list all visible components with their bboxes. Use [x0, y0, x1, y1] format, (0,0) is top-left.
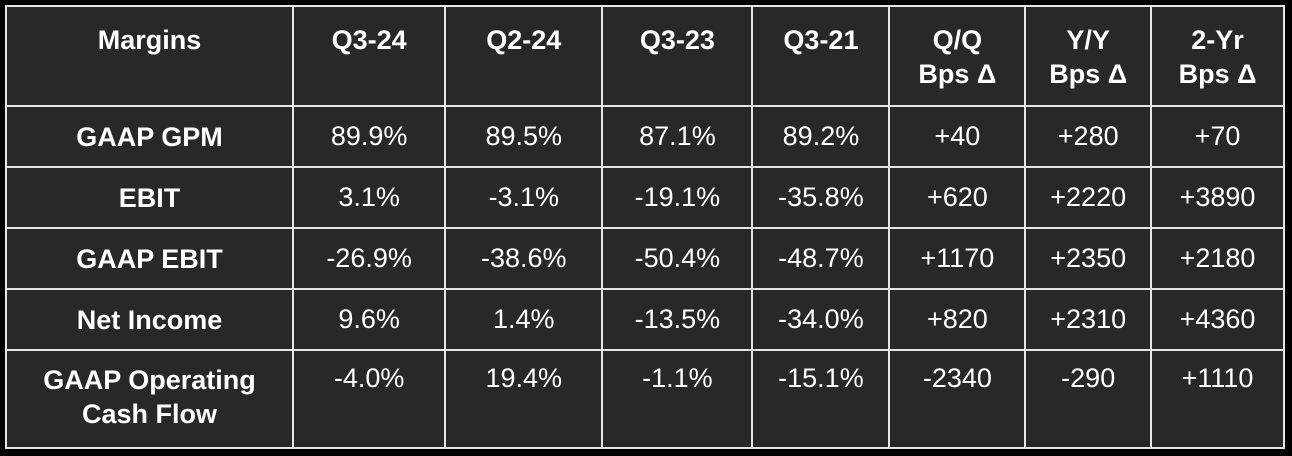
table-cell: -35.8%	[751, 166, 891, 229]
table-cell: +40	[888, 105, 1027, 168]
table-cell: -2340	[888, 349, 1027, 449]
table-cell: 89.5%	[444, 105, 604, 168]
table-cell: -4.0%	[292, 349, 447, 449]
row-label: EBIT	[4, 166, 295, 229]
table-cell: +620	[888, 166, 1027, 229]
table-cell: +4360	[1150, 288, 1285, 351]
header-cell-margins: Margins	[4, 5, 295, 107]
header-cell-qq-bps: Q/Q Bps Δ	[888, 5, 1027, 107]
header-cell-q3-21: Q3-21	[751, 5, 891, 107]
table-cell: -26.9%	[292, 227, 447, 290]
table-row-net-income: Net Income 9.6% 1.4% -13.5% -34.0% +820 …	[4, 288, 1285, 351]
table-cell: -290	[1024, 349, 1153, 449]
margins-table: Margins Q3-24 Q2-24 Q3-23 Q3-21 Q/Q Bps …	[4, 5, 1285, 449]
table-cell: +280	[1024, 105, 1153, 168]
table-cell: +70	[1150, 105, 1285, 168]
table-cell: -13.5%	[601, 288, 754, 351]
table-cell: -1.1%	[601, 349, 754, 449]
table-cell: +2350	[1024, 227, 1153, 290]
row-label: Net Income	[4, 288, 295, 351]
table-cell: +820	[888, 288, 1027, 351]
table-cell: +3890	[1150, 166, 1285, 229]
table-row-gaap-gpm: GAAP GPM 89.9% 89.5% 87.1% 89.2% +40 +28…	[4, 105, 1285, 168]
header-row: Margins Q3-24 Q2-24 Q3-23 Q3-21 Q/Q Bps …	[4, 5, 1285, 107]
table-cell: -38.6%	[444, 227, 604, 290]
table-cell: -34.0%	[751, 288, 891, 351]
header-cell-q2-24: Q2-24	[444, 5, 604, 107]
table-cell: 9.6%	[292, 288, 447, 351]
table-cell: +2180	[1150, 227, 1285, 290]
table-cell: 19.4%	[444, 349, 604, 449]
table-cell: +1170	[888, 227, 1027, 290]
table-cell: 1.4%	[444, 288, 604, 351]
table-cell: 87.1%	[601, 105, 754, 168]
table-cell: -50.4%	[601, 227, 754, 290]
table-cell: 3.1%	[292, 166, 447, 229]
header-cell-2yr-bps: 2-Yr Bps Δ	[1150, 5, 1285, 107]
table-row-gaap-ebit: GAAP EBIT -26.9% -38.6% -50.4% -48.7% +1…	[4, 227, 1285, 290]
row-label: GAAP EBIT	[4, 227, 295, 290]
table-cell: -19.1%	[601, 166, 754, 229]
header-cell-yy-bps: Y/Y Bps Δ	[1024, 5, 1153, 107]
table-row-gaap-operating-cash-flow: GAAP Operating Cash Flow -4.0% 19.4% -1.…	[4, 349, 1285, 449]
header-cell-q3-23: Q3-23	[601, 5, 754, 107]
table-cell: +1110	[1150, 349, 1285, 449]
table-cell: 89.2%	[751, 105, 891, 168]
table-cell: -48.7%	[751, 227, 891, 290]
row-label: GAAP Operating Cash Flow	[4, 349, 295, 449]
table-cell: +2220	[1024, 166, 1153, 229]
table-cell: +2310	[1024, 288, 1153, 351]
header-cell-q3-24: Q3-24	[292, 5, 447, 107]
table-row-ebit: EBIT 3.1% -3.1% -19.1% -35.8% +620 +2220…	[4, 166, 1285, 229]
table-cell: -3.1%	[444, 166, 604, 229]
table-cell: 89.9%	[292, 105, 447, 168]
table-cell: -15.1%	[751, 349, 891, 449]
row-label: GAAP GPM	[4, 105, 295, 168]
